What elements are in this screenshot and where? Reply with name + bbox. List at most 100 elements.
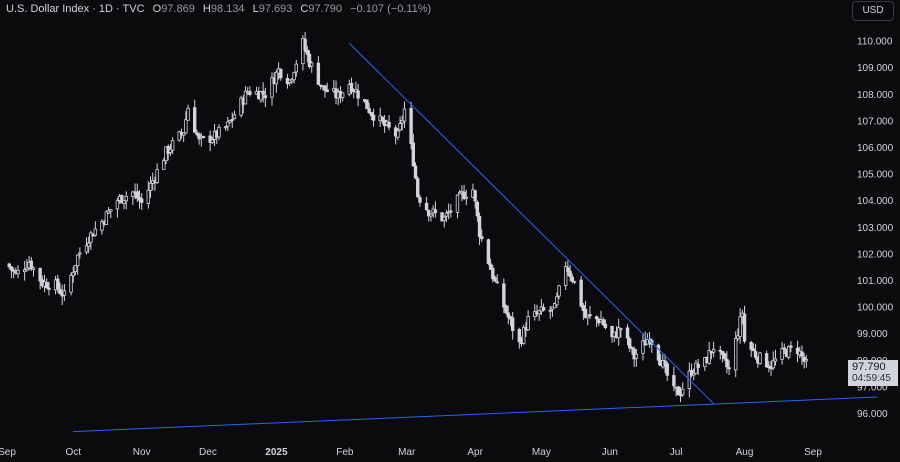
candle-body: [771, 360, 775, 369]
candle-body: [495, 281, 499, 284]
candle-body: [442, 216, 446, 221]
candle-body: [398, 123, 402, 131]
candle-body: [16, 270, 20, 275]
candle-body: [340, 92, 345, 98]
candle-body: [367, 108, 371, 113]
candle-body: [135, 191, 139, 199]
candle-body: [557, 285, 561, 297]
y-tick-label: 108.000: [857, 90, 894, 101]
y-tick-label: 96.000: [857, 409, 888, 420]
candle-body: [29, 260, 33, 270]
candle-body: [742, 313, 747, 342]
candle-body: [444, 212, 449, 217]
candle-body: [473, 190, 477, 202]
close-value: 97.790: [308, 3, 343, 15]
x-tick-label: Jun: [602, 447, 618, 458]
candle-body: [696, 364, 700, 368]
candle-body: [506, 312, 510, 318]
x-tick-label: Mar: [398, 447, 416, 458]
candle-body: [707, 350, 711, 364]
high-value: 98.134: [210, 3, 245, 15]
candle-body: [634, 353, 639, 359]
candle-body: [603, 323, 608, 329]
currency-button[interactable]: USD: [852, 1, 894, 21]
candle-body: [140, 198, 144, 203]
candle-body: [323, 85, 327, 91]
candle-body: [369, 112, 374, 116]
y-tick-label: 107.000: [857, 116, 894, 127]
candle-body: [773, 358, 778, 362]
candle-body: [672, 375, 676, 387]
candle-body: [89, 232, 93, 243]
candle-body: [722, 353, 727, 360]
candle-body: [416, 178, 420, 197]
candle-body: [782, 347, 786, 350]
candle-body: [402, 108, 407, 122]
candle-body: [727, 367, 731, 370]
candle-body: [305, 49, 310, 55]
high-label: H: [202, 3, 211, 15]
trendlines[interactable]: [73, 42, 878, 433]
candle-body: [371, 114, 376, 121]
candle-body: [228, 120, 232, 123]
candle-body: [115, 200, 120, 210]
candle-body: [751, 348, 756, 352]
candle-body: [310, 62, 314, 67]
candle-body: [601, 319, 605, 326]
candle-body: [594, 316, 599, 320]
candle-body: [230, 119, 234, 121]
candle-body: [789, 345, 793, 348]
candle-body: [124, 195, 128, 202]
candle-body: [692, 372, 696, 376]
candle-body: [510, 317, 515, 331]
candle-body: [579, 279, 583, 307]
candle-body: [109, 209, 113, 212]
candle-body: [261, 90, 265, 95]
candle-body: [409, 107, 413, 145]
candle-body: [84, 245, 89, 253]
y-tick-label: 106.000: [857, 143, 894, 154]
candle-body: [502, 283, 506, 308]
candle-body: [625, 327, 630, 339]
candle-body: [208, 135, 212, 143]
y-tick-label: 104.000: [857, 196, 894, 207]
candle-body: [400, 120, 404, 124]
candle-body: [718, 349, 722, 352]
candle-body: [681, 388, 685, 396]
candle-body: [734, 338, 738, 371]
candle-body: [349, 82, 354, 93]
candle-body: [738, 316, 742, 337]
candle-body: [75, 254, 80, 267]
candle-body: [711, 348, 716, 353]
candle-body: [316, 62, 321, 85]
candle-body: [47, 287, 51, 290]
candle-body: [504, 305, 508, 314]
candle-body: [787, 345, 791, 358]
candle-body: [62, 290, 67, 296]
x-tick-label: Apr: [467, 447, 483, 458]
y-tick-label: 101.000: [857, 276, 894, 287]
candle-body: [588, 314, 592, 317]
candle-body: [7, 263, 11, 268]
change-value: −0.107 (−0.11%): [350, 3, 432, 15]
open-value: 97.869: [161, 3, 195, 15]
y-tick-label: 99.000: [857, 329, 888, 340]
candle-body: [477, 216, 482, 238]
candle-body: [248, 91, 252, 95]
candle-body: [259, 91, 263, 101]
candle-body: [440, 212, 444, 222]
candle-body: [106, 210, 111, 214]
candle-body: [9, 266, 14, 271]
candle-body: [38, 267, 42, 282]
candle-body: [780, 348, 784, 360]
candle-body: [270, 77, 274, 98]
candle-body: [694, 362, 698, 374]
candle-body: [104, 211, 109, 226]
x-tick-label: Sep: [804, 447, 822, 458]
candle-body: [22, 269, 27, 273]
time-axis[interactable]: Sep Oct Nov Dec 2025 Feb Mar Apr May Jun Jul Aug Sep: [0, 447, 822, 458]
candle-body: [58, 289, 62, 294]
candle-body: [100, 221, 104, 231]
candle-body: [73, 265, 78, 272]
